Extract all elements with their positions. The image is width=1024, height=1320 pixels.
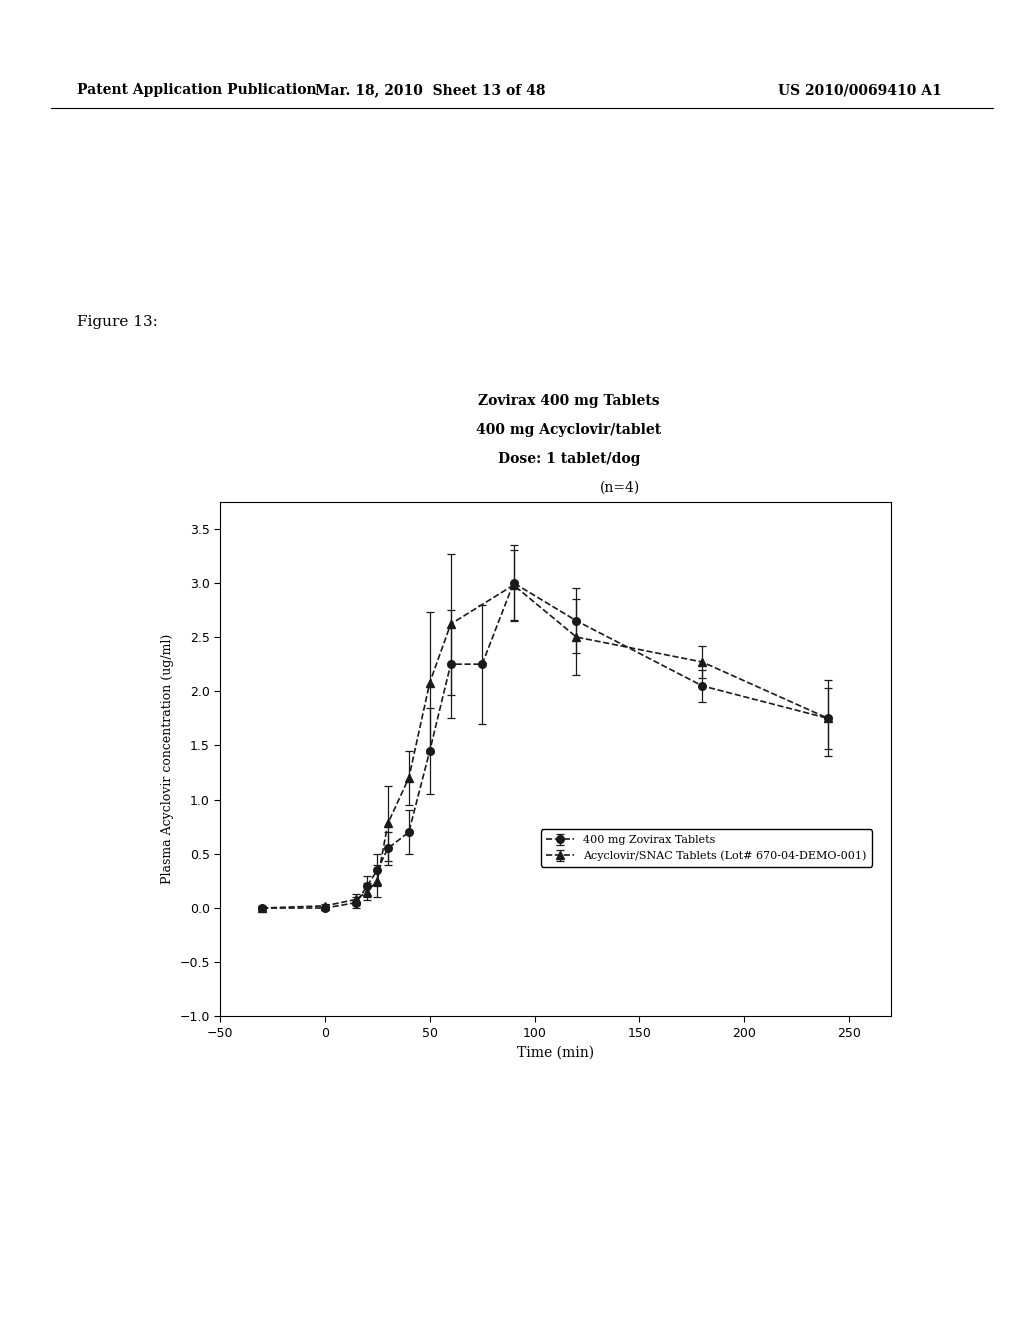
Text: Figure 13:: Figure 13: [77, 315, 158, 329]
Text: Zovirax 400 mg Tablets: Zovirax 400 mg Tablets [478, 393, 659, 408]
Legend: 400 mg Zovirax Tablets, Acyclovir/SNAC Tablets (Lot# 670-04-DEMO-001): 400 mg Zovirax Tablets, Acyclovir/SNAC T… [541, 829, 871, 867]
Text: 400 mg Acyclovir/tablet: 400 mg Acyclovir/tablet [476, 422, 662, 437]
Text: Mar. 18, 2010  Sheet 13 of 48: Mar. 18, 2010 Sheet 13 of 48 [314, 83, 546, 96]
Y-axis label: Plasma Acyclovir concentration (ug/ml): Plasma Acyclovir concentration (ug/ml) [161, 634, 174, 884]
Text: Patent Application Publication: Patent Application Publication [77, 83, 316, 96]
Text: US 2010/0069410 A1: US 2010/0069410 A1 [778, 83, 942, 96]
Text: Dose: 1 tablet/dog: Dose: 1 tablet/dog [498, 451, 640, 466]
Text: (n=4): (n=4) [600, 480, 640, 495]
X-axis label: Time (min): Time (min) [517, 1045, 594, 1060]
